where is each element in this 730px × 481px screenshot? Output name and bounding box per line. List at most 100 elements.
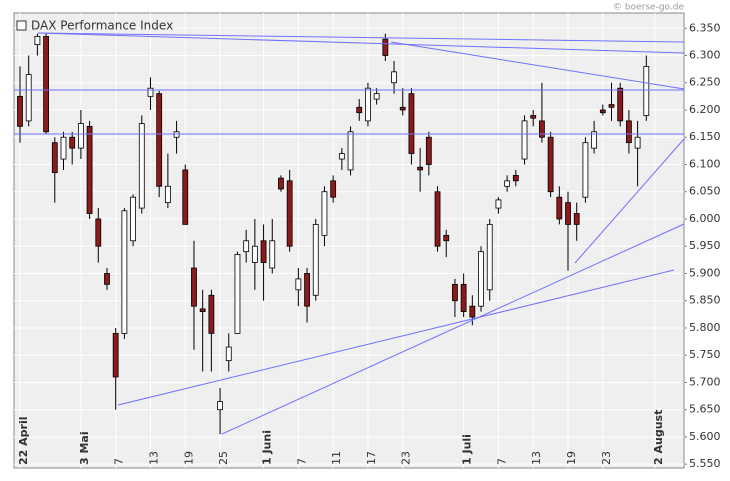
candle-body xyxy=(260,240,267,263)
candle-body xyxy=(434,191,441,247)
candle-body xyxy=(608,104,615,108)
candle-body xyxy=(25,74,32,122)
candle-body xyxy=(443,234,450,242)
candle-body xyxy=(51,142,58,174)
candle-body xyxy=(512,174,519,182)
candle-body xyxy=(191,267,197,307)
candle-body xyxy=(130,196,136,242)
y-tick-label: 5.950 xyxy=(689,239,721,252)
trend-lines xyxy=(14,32,685,435)
candle-body xyxy=(373,93,380,100)
candle-body xyxy=(391,71,397,84)
candle-body xyxy=(278,177,284,190)
x-tick-label: 13 xyxy=(530,451,543,465)
y-tick-label: 6.000 xyxy=(689,212,721,225)
candle-body xyxy=(251,245,258,263)
x-tick-label: 19 xyxy=(182,451,195,465)
candle-body xyxy=(417,166,424,171)
candle-body xyxy=(582,142,589,198)
candle-body xyxy=(547,136,554,193)
candle-body xyxy=(69,136,76,149)
candle-body xyxy=(312,224,319,296)
x-tick-label: 7 xyxy=(295,458,308,465)
x-tick-label: 11 xyxy=(330,451,343,465)
candle-body xyxy=(269,240,276,269)
candle-body xyxy=(112,333,119,378)
candle-body xyxy=(286,180,293,247)
x-tick-label: 3 Mai xyxy=(78,431,91,465)
source: © boerse-go.de xyxy=(613,3,684,13)
y-tick-label: 5.600 xyxy=(689,430,721,443)
x-tick-label: 23 xyxy=(600,451,613,465)
plot-area xyxy=(13,12,685,469)
candle-body xyxy=(452,283,458,302)
trend-line xyxy=(221,223,685,435)
candle-body xyxy=(460,283,467,313)
trend-line xyxy=(37,32,685,43)
candle-body xyxy=(399,106,406,111)
y-tick-label: 5.800 xyxy=(689,321,721,334)
candle-body xyxy=(521,120,528,160)
x-tick-label: 1 Juli xyxy=(461,434,474,465)
candle-body xyxy=(234,253,241,334)
trend-line xyxy=(117,269,675,406)
candle-body xyxy=(599,109,606,114)
candle-body xyxy=(338,153,345,160)
y-tick-label: 5.900 xyxy=(689,266,721,279)
candle-body xyxy=(356,106,363,114)
candle-body xyxy=(539,120,545,138)
candle-body xyxy=(243,240,250,253)
candle-body xyxy=(173,131,180,138)
candle-body xyxy=(382,38,389,56)
candle-body xyxy=(425,136,432,165)
candle-body xyxy=(530,115,537,119)
candle-body xyxy=(556,196,563,220)
candle-body xyxy=(121,210,128,334)
y-tick-label: 5.750 xyxy=(689,348,721,361)
candle-body xyxy=(626,120,632,144)
x-tick-label: 25 xyxy=(217,451,230,465)
x-tick-label: 2 August xyxy=(652,410,665,465)
candles xyxy=(17,33,650,435)
candle-body xyxy=(60,136,67,160)
y-tick-label: 6.150 xyxy=(689,130,721,143)
trend-line xyxy=(574,138,685,264)
candle-body xyxy=(495,199,502,209)
candle-body xyxy=(408,93,415,154)
y-tick-label: 6.300 xyxy=(689,49,721,62)
candle-body xyxy=(504,180,511,187)
candle-body xyxy=(156,93,163,187)
candle-body xyxy=(365,87,371,122)
candle-body xyxy=(321,191,328,236)
candle-body xyxy=(634,136,641,149)
y-tick-label: 5.850 xyxy=(689,294,721,307)
y-tick-label: 6.250 xyxy=(689,76,721,89)
x-tick-label: 19 xyxy=(565,451,578,465)
x-tick-label: 13 xyxy=(147,451,160,465)
x-tick-label: 7 xyxy=(495,458,508,465)
candle-body xyxy=(225,346,232,362)
y-tick-label: 5.700 xyxy=(689,375,721,388)
candle-body xyxy=(147,87,154,97)
candle-body xyxy=(138,123,145,209)
y-tick-label: 6.350 xyxy=(689,21,721,34)
candle-body xyxy=(617,87,624,122)
candle-body xyxy=(86,125,93,214)
candle-body xyxy=(217,401,223,411)
y-tick-label: 6.200 xyxy=(689,103,721,116)
y-tick-label: 5.650 xyxy=(689,403,721,416)
trend-line xyxy=(37,32,685,54)
y-tick-label: 6.100 xyxy=(689,157,721,170)
candle-body xyxy=(469,305,476,318)
chart-title: DAX Performance Index xyxy=(31,19,173,33)
candle-body xyxy=(34,36,41,46)
candle-body xyxy=(208,294,215,334)
trend-line xyxy=(390,41,685,90)
candle-body xyxy=(77,123,84,149)
candle-body xyxy=(17,95,23,127)
candle-body xyxy=(347,131,354,171)
candle-body xyxy=(573,213,580,225)
x-tick-label: 7 xyxy=(113,458,126,465)
candle-body xyxy=(591,131,598,149)
